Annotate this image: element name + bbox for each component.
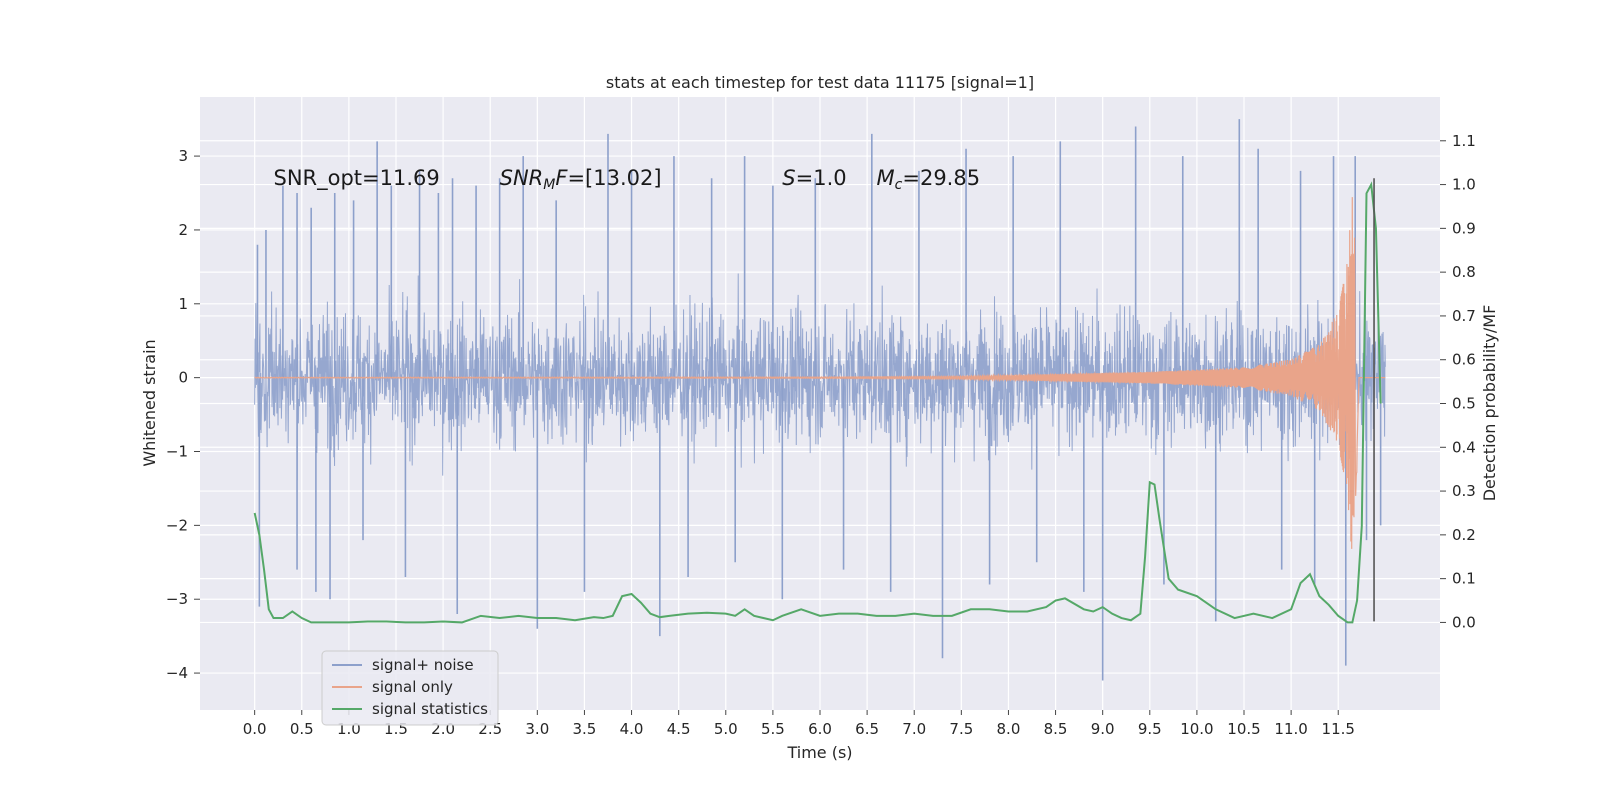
y-axis-ticks: −4 −3 −2 −1 0 1 2 3 — [166, 147, 200, 682]
x-tick-label-22: 11.0 — [1274, 720, 1307, 738]
legend: signal+ noise signal only signal statistic… — [321, 650, 499, 726]
x-tick-label-13: 6.5 — [855, 720, 879, 738]
signal-only-line — [254, 197, 1386, 549]
signal-statistics-series — [253, 181, 1382, 624]
y-right-tick-label-6: 0.6 — [1452, 351, 1476, 369]
x-tick-label-23: 11.5 — [1322, 720, 1355, 738]
y-right-tick-label-10: 1.0 — [1452, 176, 1476, 194]
annotation-snr-mf: SNRMF=[13.02] — [500, 166, 662, 193]
x-tick-label-12: 6.0 — [808, 720, 832, 738]
chart-title: stats at each timestep for test data 111… — [606, 73, 1034, 92]
x-tick-label-8: 4.0 — [620, 720, 644, 738]
annotation-mc-val: Mc=29.85 — [877, 166, 981, 193]
x-tick-label-1: 0.5 — [290, 720, 314, 738]
signal-noise-line — [254, 273, 1386, 481]
x-tick-label-17: 8.5 — [1044, 720, 1068, 738]
y-tick-label-3: −1 — [166, 443, 188, 461]
y-right-tick-label-11: 1.1 — [1452, 132, 1476, 150]
y-right-tick-label-8: 0.8 — [1452, 263, 1476, 281]
y-tick-label-1: −3 — [166, 590, 188, 608]
x-tick-label-7: 3.5 — [573, 720, 597, 738]
annotation-s-val: S=1.0 — [782, 166, 846, 190]
y-right-tick-label-9: 0.9 — [1452, 219, 1476, 237]
y-axis-right-label: Detection probability/MF — [1480, 305, 1499, 502]
y-right-tick-label-7: 0.7 — [1452, 307, 1476, 325]
x-axis-ticks: 0.0 0.5 1.0 1.5 2.0 2.5 3.0 3.5 4.0 4.5 5.0 5.5 6.0 6… — [243, 710, 1355, 738]
y-axis-label: Whitened strain — [140, 339, 159, 466]
annotations: SNR_opt=11.69 SNRMF=[13.02] S=1.0 Mc=29.85 — [273, 166, 980, 193]
y-right-tick-label-2: 0.2 — [1452, 526, 1476, 544]
y-right-tick-label-5: 0.5 — [1452, 395, 1476, 413]
x-tick-label-19: 9.5 — [1138, 720, 1162, 738]
legend-label-2: signal statistics — [372, 700, 488, 718]
x-tick-label-16: 8.0 — [997, 720, 1021, 738]
y-axis-right-ticks: 0.0 0.1 0.2 0.3 0.4 0.5 0.6 0.7 0.8 0.9 1.0 1.1 — [1440, 132, 1476, 631]
x-tick-label-10: 5.0 — [714, 720, 738, 738]
y-tick-label-0: −4 — [166, 664, 188, 682]
y-tick-label-6: 2 — [178, 221, 188, 239]
x-tick-label-20: 10.0 — [1180, 720, 1213, 738]
y-right-tick-label-0: 0.0 — [1452, 613, 1476, 631]
legend-label-1: signal only — [372, 678, 453, 696]
x-tick-label-15: 7.5 — [949, 720, 973, 738]
x-tick-label-11: 5.5 — [761, 720, 785, 738]
x-tick-label-14: 7.0 — [902, 720, 926, 738]
legend-label-0: signal+ noise — [372, 656, 474, 674]
signal-statistics-line — [253, 181, 1382, 624]
y-tick-label-5: 1 — [178, 295, 188, 313]
x-tick-label-9: 4.5 — [667, 720, 691, 738]
y-right-tick-label-3: 0.3 — [1452, 482, 1476, 500]
x-tick-label-21: 10.5 — [1227, 720, 1260, 738]
y-tick-label-4: 0 — [178, 369, 188, 387]
signal-only-series — [254, 197, 1386, 549]
signal-noise-series — [254, 119, 1386, 681]
y-right-tick-label-1: 0.1 — [1452, 570, 1476, 588]
x-tick-label-18: 9.0 — [1091, 720, 1115, 738]
x-tick-label-0: 0.0 — [243, 720, 267, 738]
legend-box — [321, 650, 499, 726]
x-axis-label: Time (s) — [786, 743, 852, 762]
annotation-snr-opt: SNR_opt=11.69 — [273, 166, 439, 191]
y-tick-label-2: −2 — [166, 516, 188, 534]
y-right-tick-label-4: 0.4 — [1452, 438, 1476, 456]
x-tick-label-6: 3.0 — [525, 720, 549, 738]
y-tick-label-7: 3 — [178, 147, 188, 165]
